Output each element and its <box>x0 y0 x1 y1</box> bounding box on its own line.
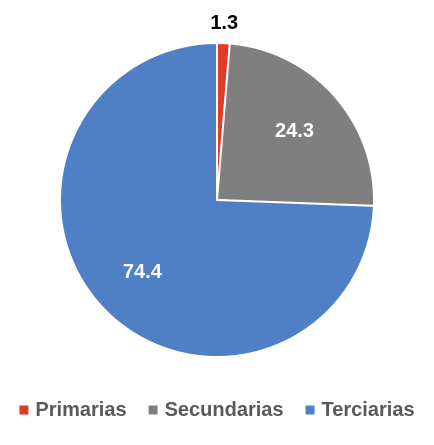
data-label-primarias: 1.3 <box>210 12 238 34</box>
data-label-secundarias: 24.3 <box>275 120 314 142</box>
legend-item-terciarias: Terciarias <box>305 399 415 421</box>
legend-swatch-secundarias <box>148 405 158 415</box>
legend: Primarias Secundarias Terciarias <box>19 399 415 421</box>
data-label-terciarias: 74.4 <box>123 261 163 283</box>
slice-secundarias <box>216 42 375 207</box>
legend-item-secundarias: Secundarias <box>148 399 284 421</box>
pie-data-labels: 1.3 24.3 74.4 <box>123 12 314 283</box>
legend-item-primarias: Primarias <box>19 399 127 421</box>
pie-slices <box>59 41 375 358</box>
legend-swatch-primarias <box>19 405 29 415</box>
slice-terciarias <box>59 42 375 358</box>
legend-label-primarias: Primarias <box>35 399 126 421</box>
legend-label-terciarias: Terciarias <box>322 399 415 421</box>
legend-swatch-terciarias <box>305 405 315 415</box>
legend-label-secundarias: Secundarias <box>165 399 284 421</box>
